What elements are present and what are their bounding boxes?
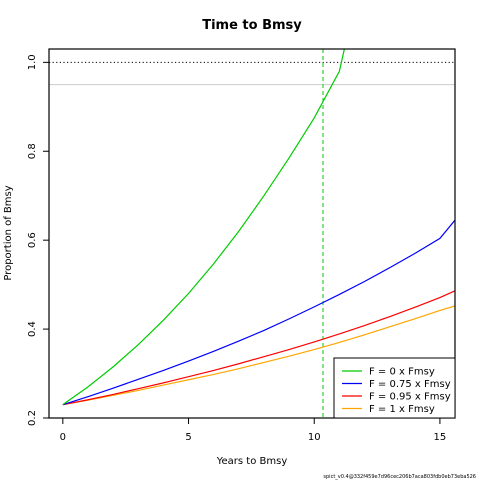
y-tick-label-0: 0.2 [27,410,38,426]
y-tick-label-4: 1.0 [27,54,38,70]
chart-title: Time to Bmsy [202,18,302,33]
y-tick-label-1: 0.4 [27,321,38,337]
series-line-f-0-95-x-fmsy [62,290,455,406]
legend-label-f-0-x-fmsy: F = 0 x Fmsy [369,367,435,378]
x-tick-label-10: 10 [308,432,321,443]
legend-label-f-0-75-x-fmsy: F = 0.75 x Fmsy [369,379,451,390]
y-tick-label-3: 0.8 [27,143,38,159]
series-line-f-1-x-fmsy [62,305,455,406]
x-tick-label-5: 5 [185,432,191,443]
legend-label-f-0-95-x-fmsy: F = 0.95 x Fmsy [369,392,451,403]
plot-area [49,49,455,418]
x-tick-label-15: 15 [434,432,447,443]
plot-lines [49,49,455,418]
series-line-f-0-x-fmsy [62,49,345,406]
axes: 0 5 10 15 0.2 0.4 0.6 0.8 1.0 [27,48,456,443]
x-axis-label: Years to Bmsy [216,456,288,467]
x-tick-label-0: 0 [60,432,66,443]
plot-frame [48,48,456,419]
series-line-f-0-75-x-fmsy [62,219,455,406]
y-tick-label-2: 0.6 [27,232,38,248]
version-footnote: spict_v0.4@332f459e7d96cec206b7aca803fdb… [323,474,476,480]
legend-label-f-1-x-fmsy: F = 1 x Fmsy [369,404,435,415]
y-axis-label: Proportion of Bmsy [3,185,14,280]
